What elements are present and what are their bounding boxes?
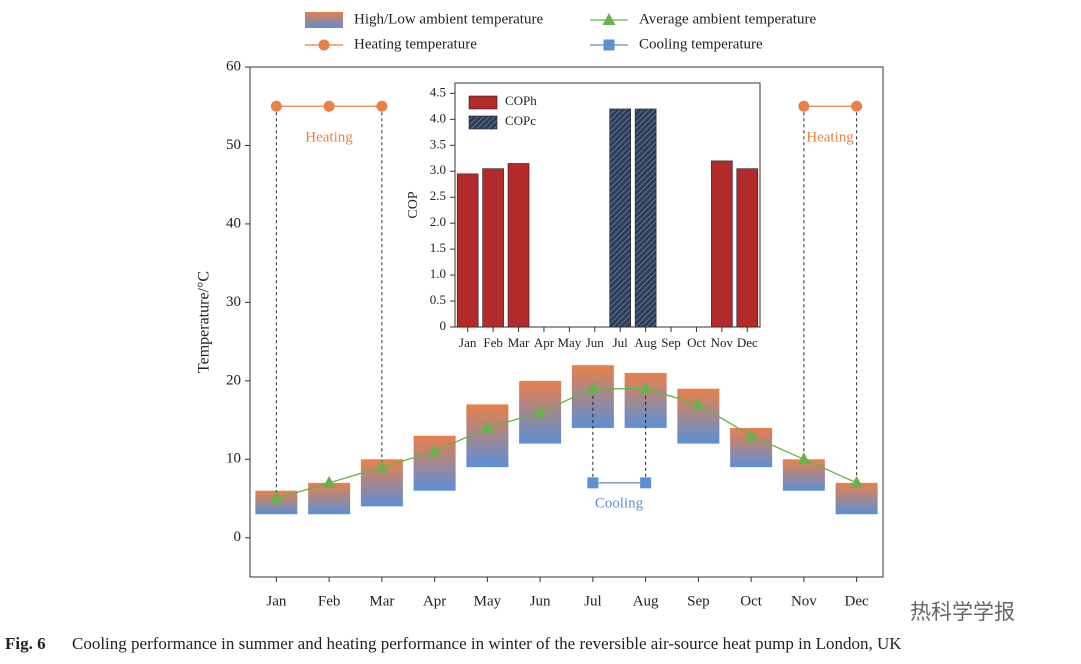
legend-swatch	[468, 95, 498, 110]
point	[587, 477, 599, 489]
legend-label: High/Low ambient temperature	[354, 11, 543, 27]
bar	[736, 168, 759, 328]
range-bar	[677, 388, 720, 444]
x-tick-label: Sep	[687, 593, 710, 609]
range-bar	[466, 404, 509, 468]
point	[850, 475, 864, 488]
legend-label: COPc	[505, 113, 536, 128]
point	[428, 444, 442, 457]
x-tick-label: Jan	[266, 593, 286, 609]
x-tick-label: May	[474, 593, 502, 609]
y-tick-label: 2.0	[430, 214, 446, 229]
point	[323, 100, 335, 112]
x-tick-label: Aug	[633, 593, 659, 609]
legend-swatch	[468, 115, 498, 130]
y-tick-label: 60	[226, 58, 241, 74]
point	[376, 100, 388, 112]
x-tick-label: Apr	[534, 335, 555, 350]
point	[797, 452, 811, 465]
caption-text: Cooling performance in summer and heatin…	[72, 634, 902, 653]
y-tick-label: 3.5	[430, 136, 446, 151]
range-bar	[782, 459, 825, 491]
x-tick-label: Jan	[459, 335, 477, 350]
y-tick-label: 1.0	[430, 266, 446, 281]
y-axis-label: Temperature/°C	[196, 271, 213, 373]
range-bar	[624, 373, 667, 428]
point	[533, 405, 547, 418]
y-tick-label: 30	[226, 294, 241, 310]
point	[851, 100, 863, 112]
point	[586, 381, 600, 394]
y-tick-label: 10	[226, 451, 241, 467]
x-tick-label: Oct	[687, 335, 706, 350]
x-tick-label: Aug	[634, 335, 657, 350]
bar	[456, 173, 479, 328]
point	[744, 428, 758, 441]
x-tick-label: Feb	[483, 335, 503, 350]
y-tick-label: 40	[226, 215, 241, 231]
legend-swatch	[305, 12, 343, 28]
series-line	[276, 388, 857, 500]
range-bar	[308, 482, 351, 515]
x-tick-label: Sep	[661, 335, 681, 350]
legend-marker	[602, 13, 616, 25]
bar	[507, 163, 530, 328]
legend-label: COPh	[505, 93, 537, 108]
x-tick-label: Mar	[369, 593, 394, 609]
x-tick-label: Dec	[737, 335, 758, 350]
plot-frame	[454, 82, 761, 328]
point	[269, 491, 283, 504]
x-tick-label: Oct	[740, 593, 762, 609]
annotation: Cooling	[595, 495, 644, 511]
bar	[609, 108, 632, 328]
point	[375, 460, 389, 473]
y-tick-label: 20	[226, 372, 241, 388]
y-tick-label: 0	[440, 318, 447, 333]
y-tick-label: 2.5	[430, 188, 446, 203]
y-tick-label: 1.5	[430, 240, 446, 255]
x-tick-label: Jul	[613, 335, 629, 350]
legend-label: Cooling temperature	[639, 36, 763, 52]
point	[322, 475, 336, 488]
point	[639, 381, 653, 394]
bar	[634, 108, 657, 328]
range-bar	[413, 435, 456, 491]
y-tick-label: 50	[226, 137, 241, 153]
y-axis-label: COP	[406, 191, 421, 218]
x-tick-label: Mar	[508, 335, 530, 350]
legend-label: Heating temperature	[354, 36, 477, 52]
legend-marker	[603, 39, 615, 51]
annotation: Heating	[806, 129, 854, 145]
caption-label: Fig. 6	[5, 634, 46, 653]
range-bar	[835, 482, 878, 515]
watermark: 热科学学报	[910, 600, 1015, 624]
x-tick-label: Dec	[845, 593, 869, 609]
point	[640, 477, 652, 489]
y-tick-label: 0.5	[430, 292, 446, 307]
y-tick-label: 4.5	[430, 84, 446, 99]
x-tick-label: Jun	[586, 335, 605, 350]
legend-label: Average ambient temperature	[639, 11, 816, 27]
x-tick-label: Jul	[584, 593, 602, 609]
x-tick-label: Nov	[791, 593, 817, 609]
x-tick-label: Feb	[318, 593, 341, 609]
point	[480, 420, 494, 433]
x-tick-label: Jun	[530, 593, 551, 609]
point	[798, 100, 810, 112]
bar	[711, 160, 733, 328]
y-tick-label: 0	[234, 529, 242, 545]
y-tick-label: 3.0	[430, 162, 446, 177]
x-tick-label: Nov	[711, 335, 734, 350]
legend-marker	[318, 39, 330, 51]
x-tick-label: May	[557, 335, 581, 350]
x-tick-label: Apr	[423, 593, 446, 609]
point	[691, 397, 705, 410]
point	[270, 100, 282, 112]
annotation: Heating	[305, 129, 353, 145]
bar	[482, 168, 504, 328]
y-tick-label: 4.0	[430, 110, 446, 125]
